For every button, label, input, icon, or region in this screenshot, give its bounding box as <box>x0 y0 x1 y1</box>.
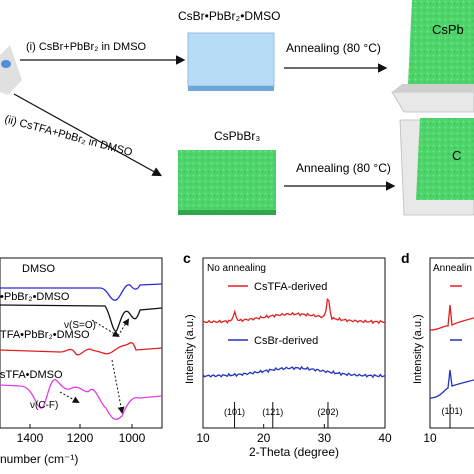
b-xlabel: number (cm⁻¹) <box>0 452 78 466</box>
label-cstfa-pbbr2-dmso: TFA•PbBr₂•DMSO <box>0 329 90 341</box>
panel-b: DMSO •PbBr₂•DMSO TFA•PbBr₂•DMSO sTFA•DMS… <box>0 257 163 466</box>
b-tick-label-1000: 1000 <box>119 431 146 445</box>
panel-d-peak-label: (101) <box>441 406 462 416</box>
route2-film <box>178 150 276 210</box>
product1-label: CsPb <box>432 22 464 37</box>
b-tick-label-1400: 1400 <box>17 431 44 445</box>
annealing2-label: Annealing (80 °C) <box>296 161 391 175</box>
route2-arrow <box>13 93 163 177</box>
intermediate-film <box>187 32 275 87</box>
panel-c-ylabel: Intensity (a.u.) <box>184 314 196 384</box>
solution-drop <box>1 60 11 68</box>
start-substrate <box>0 45 22 95</box>
annotation-cf: ν(C-F) <box>30 400 58 411</box>
panel-b-frame <box>0 257 163 429</box>
product1-substrate-top <box>392 84 474 92</box>
intermediate-film-edge <box>188 86 274 91</box>
panel-d-trace-red <box>429 304 474 331</box>
label-dmso: DMSO <box>22 263 55 275</box>
panel-d-letter: d <box>401 250 410 266</box>
product2-label: C <box>452 148 461 163</box>
reference-peak-label: (101) <box>224 407 245 417</box>
reference-peak-label: (121) <box>262 407 283 417</box>
trace-dmso <box>0 283 163 301</box>
x-tick-label: 30 <box>318 431 332 445</box>
x-tick-label: 40 <box>378 431 392 445</box>
legend-label-csbr: CsBr-derived <box>254 335 318 347</box>
route2-label: (ii) CsTFA+PbBr₂ in DMSO <box>3 113 134 159</box>
trace-cstfa-pbbr2-dmso <box>0 341 163 356</box>
panel-d-title: Annealin <box>433 263 472 274</box>
panel-d-ylabel: Intensity (a.u.) <box>412 314 424 384</box>
legend-label-cstfa: CsTFA-derived <box>254 281 327 293</box>
route1-label: (i) CsBr+PbBr₂ in DMSO <box>26 41 147 53</box>
panel-c-frame <box>202 257 386 429</box>
schematic: (i) CsBr+PbBr₂ in DMSO (ii) CsTFA+PbBr₂ … <box>0 0 474 216</box>
product1-film <box>408 0 474 84</box>
panel-c: c No annealing Intensity (a.u.) CsTFA-de… <box>183 250 392 459</box>
so-connector <box>91 319 120 338</box>
so-connector-2 <box>117 318 130 337</box>
panel-c-letter: c <box>183 250 191 266</box>
label-csbr-pbbr2-dmso: •PbBr₂•DMSO <box>0 291 70 303</box>
panel-c-series <box>202 297 386 379</box>
annealing1-label: Annealing (80 °C) <box>286 41 381 55</box>
panel-c-x-ticks: 10 20 30 40 <box>196 424 392 445</box>
trace-cstfa-dmso <box>0 379 163 420</box>
trace-csbr-pbbr2-dmso <box>0 304 163 332</box>
route2-film-edge <box>178 210 276 215</box>
xrd-series-cstfa-derived <box>202 297 386 325</box>
x-tick-label: 10 <box>196 431 210 445</box>
route2-product-label: CsPbBr₃ <box>214 129 260 143</box>
product1-substrate <box>391 91 474 113</box>
annotation-so: ν(S=O) <box>64 320 96 331</box>
panel-c-xlabel: 2-Theta (degree) <box>249 445 339 459</box>
xrd-series-csbr-derived <box>202 365 386 379</box>
product2-film <box>416 118 474 200</box>
b-tick-label-1200: 1200 <box>67 431 94 445</box>
panel-c-title: No annealing <box>207 263 266 274</box>
panel-d-trace-blue <box>429 369 474 399</box>
cf-connector-2 <box>111 359 125 414</box>
intermediate-label: CsBr•PbBr₂•DMSO <box>178 9 280 23</box>
x-tick-label: 20 <box>257 431 271 445</box>
label-cstfa-dmso: sTFA•DMSO <box>0 369 63 381</box>
panel-d-tick-label: 10 <box>423 431 437 445</box>
panel-d: d Annealin Intensity (a.u.) (101) 10 <box>401 250 474 445</box>
reference-peak-label: (202) <box>317 407 338 417</box>
panel-c-reference-peaks: (101) (121) (202) <box>224 402 338 428</box>
cf-connector <box>59 391 80 403</box>
panel-d-frame <box>429 257 474 429</box>
